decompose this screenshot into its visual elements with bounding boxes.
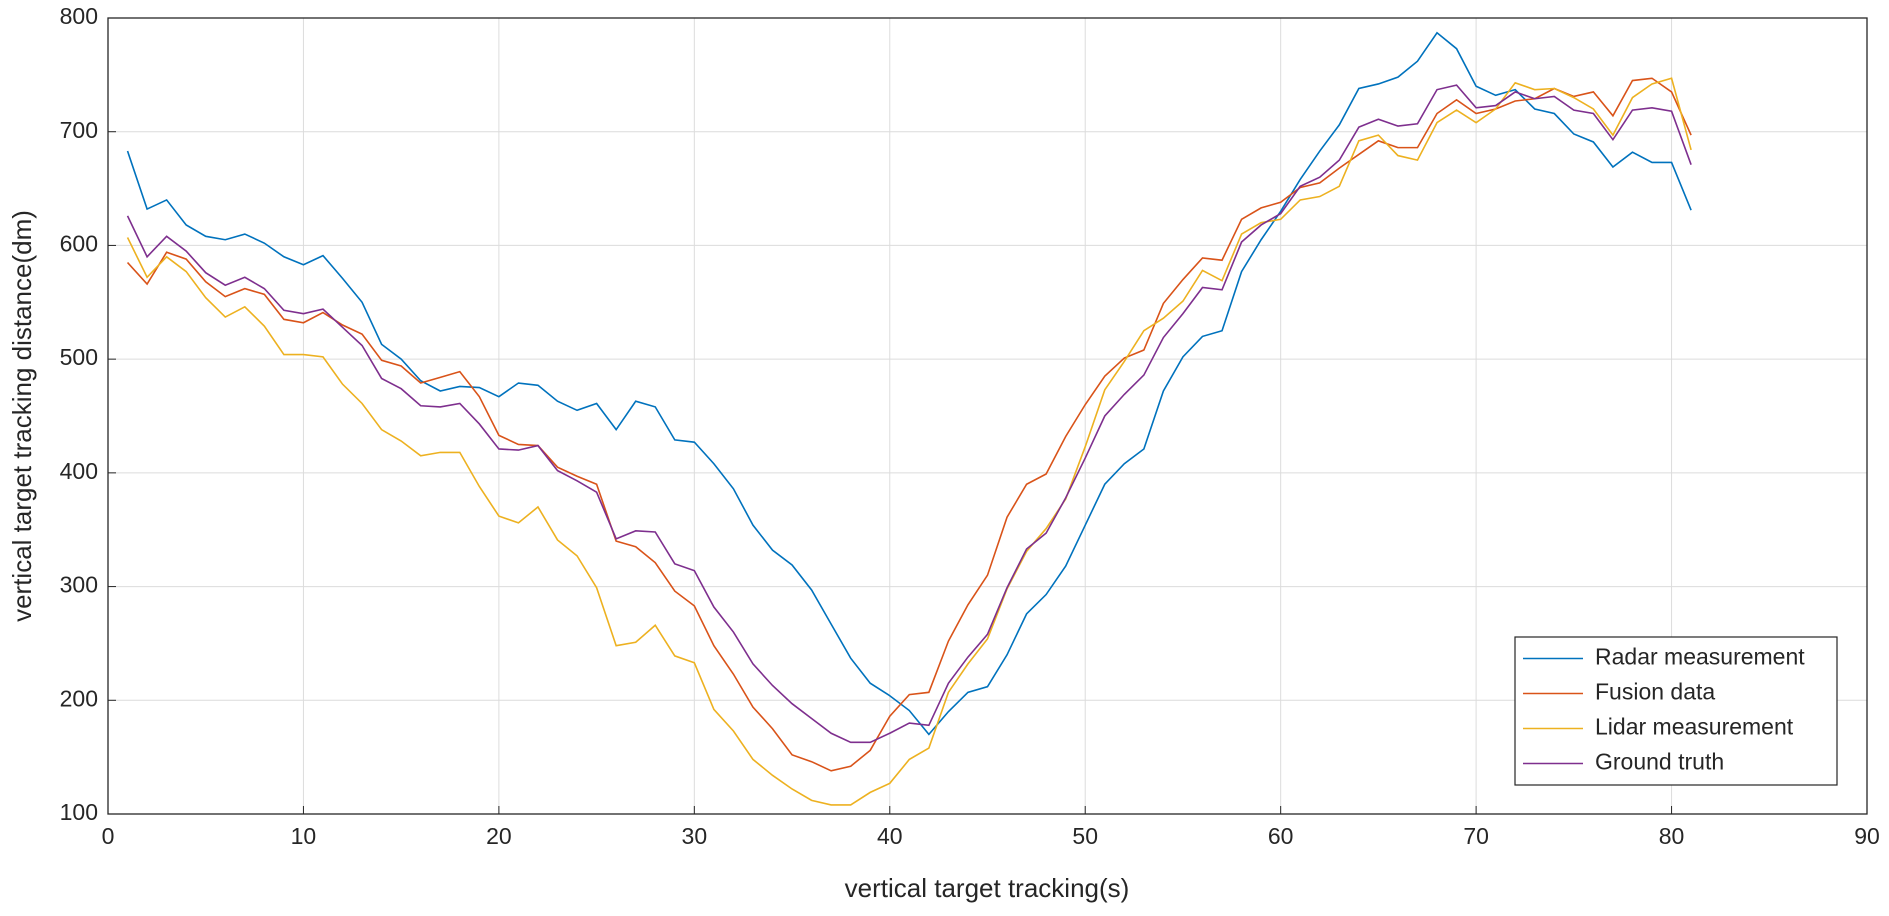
- x-tick-label: 10: [291, 823, 317, 849]
- x-tick-label: 70: [1463, 823, 1489, 849]
- data-line: [126, 77, 1692, 806]
- y-tick-label: 600: [60, 231, 98, 257]
- y-tick-label: 400: [60, 458, 98, 484]
- data-line: [126, 31, 1692, 736]
- x-tick-label: 60: [1268, 823, 1294, 849]
- legend-box: [1514, 636, 1838, 786]
- legend-label: Radar measurement: [1595, 644, 1805, 670]
- legend-label: Fusion data: [1595, 679, 1715, 705]
- y-tick-label: 100: [60, 799, 98, 825]
- y-tick-label: 500: [60, 344, 98, 370]
- x-tick-label: 0: [102, 823, 115, 849]
- x-axis-label: vertical target tracking(s): [845, 873, 1130, 903]
- y-axis-label: vertical target tracking distance(dm): [7, 210, 37, 622]
- x-tick-label: 50: [1072, 823, 1098, 849]
- x-tick-label: 40: [877, 823, 903, 849]
- y-tick-label: 700: [60, 117, 98, 143]
- data-line: [126, 77, 1692, 772]
- legend: Radar measurement Fusion data Lidar measur…: [1514, 636, 1838, 786]
- y-tick-label: 300: [60, 572, 98, 598]
- x-tick-label: 20: [486, 823, 512, 849]
- plot-frame: [107, 17, 1868, 815]
- y-tick-label: 200: [60, 685, 98, 711]
- x-tick-label: 30: [682, 823, 708, 849]
- legend-label: Lidar measurement: [1595, 714, 1794, 740]
- x-tick-label: 90: [1854, 823, 1880, 849]
- data-line: [126, 84, 1692, 744]
- y-tick-label: 800: [60, 3, 98, 29]
- x-tick-label: 80: [1659, 823, 1685, 849]
- legend-label: Ground truth: [1595, 749, 1724, 775]
